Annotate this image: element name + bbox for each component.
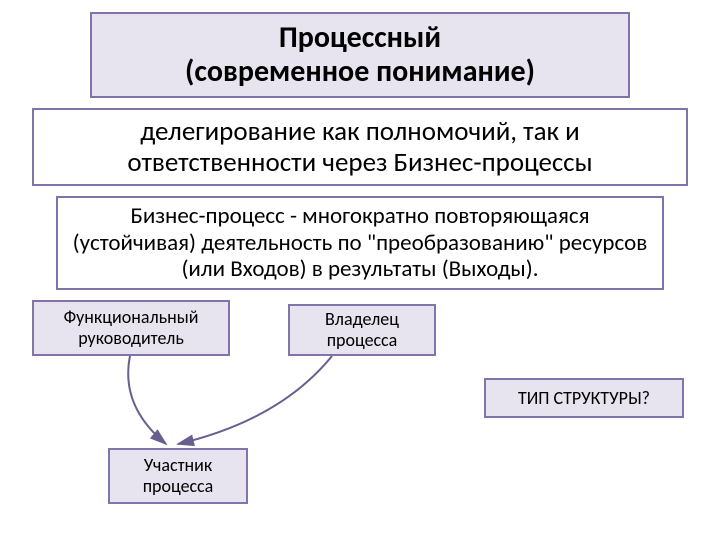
structure-type-text: ТИП СТРУКТУРЫ? xyxy=(518,388,650,409)
func-manager-box: Функциональный руководитель xyxy=(32,300,230,356)
definition1-text: делегирование как полномочий, так и отве… xyxy=(44,116,676,178)
definition2-text: Бизнес-процесс - многократно повторяющая… xyxy=(68,203,652,282)
structure-type-box: ТИП СТРУКТУРЫ? xyxy=(484,378,684,418)
arrow-func-to-participant xyxy=(128,356,166,444)
func-manager-text: Функциональный руководитель xyxy=(44,307,218,348)
definition1-box: делегирование как полномочий, так и отве… xyxy=(32,108,688,186)
process-owner-box: Владелец процесса xyxy=(288,304,436,356)
process-owner-text: Владелец процесса xyxy=(300,309,424,350)
title-text: Процессный (современное понимание) xyxy=(185,21,535,90)
participant-box: Участник процесса xyxy=(108,448,248,504)
participant-text: Участник процесса xyxy=(120,455,236,496)
definition2-box: Бизнес-процесс - многократно повторяющая… xyxy=(56,196,664,290)
title-box: Процессный (современное понимание) xyxy=(90,12,630,98)
arrow-owner-to-participant xyxy=(178,356,332,444)
